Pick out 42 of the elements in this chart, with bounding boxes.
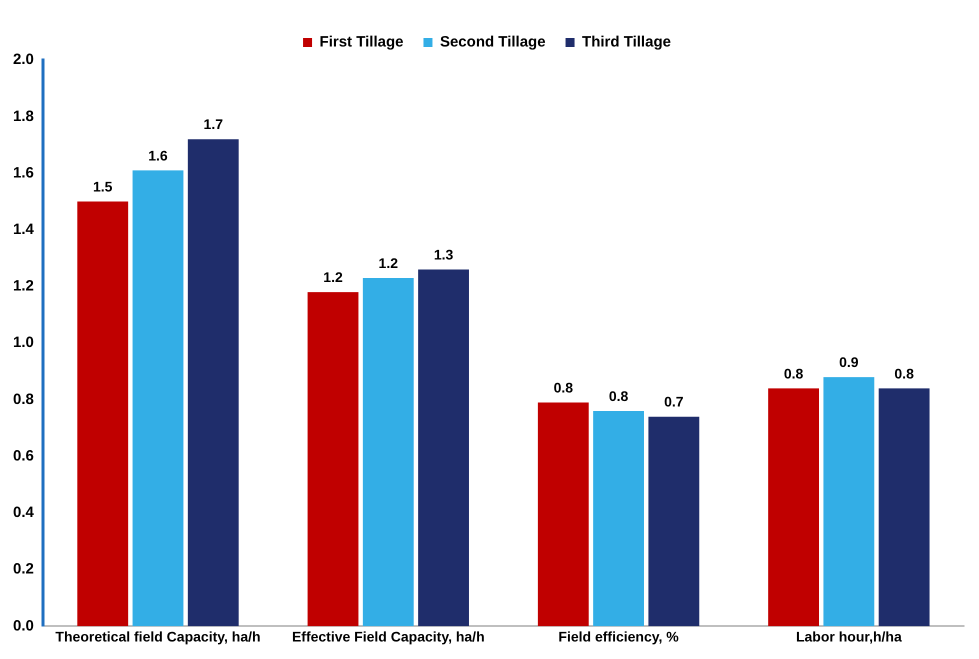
data-label: 1.3 bbox=[434, 246, 454, 262]
bar bbox=[77, 202, 128, 626]
y-tick-label: 1.4 bbox=[12, 221, 34, 238]
data-label: 0.8 bbox=[784, 365, 804, 382]
x-tick-label: Field efficiency, % bbox=[558, 628, 680, 644]
data-label: 1.2 bbox=[323, 269, 343, 285]
bar bbox=[768, 388, 820, 626]
bar bbox=[132, 170, 184, 626]
y-tick-label: 0.4 bbox=[12, 504, 34, 522]
x-tick-label: Labor hour,h/ha bbox=[796, 628, 902, 644]
y-tick-label: 2.0 bbox=[12, 51, 34, 68]
data-label: 0.8 bbox=[894, 365, 914, 382]
data-label: 1.7 bbox=[204, 116, 224, 132]
data-label: 0.9 bbox=[839, 354, 859, 370]
y-tick-label: 1.6 bbox=[12, 164, 34, 182]
bar bbox=[362, 278, 414, 626]
bar bbox=[538, 402, 589, 626]
data-label: 0.7 bbox=[664, 394, 684, 410]
legend-label: Second Tillage bbox=[440, 34, 546, 51]
data-label: 0.8 bbox=[608, 388, 629, 404]
y-tick-label: 0.2 bbox=[12, 560, 34, 578]
y-tick-label: 0.6 bbox=[12, 447, 34, 464]
bar bbox=[418, 269, 469, 626]
bar bbox=[308, 292, 358, 626]
bar bbox=[188, 139, 239, 626]
data-label: 1.5 bbox=[92, 178, 113, 194]
legend-label: Third Tillage bbox=[582, 34, 671, 51]
data-label: 1.2 bbox=[378, 254, 398, 271]
y-tick-label: 0.8 bbox=[12, 390, 34, 408]
bar bbox=[648, 416, 700, 626]
y-tick-label: 0.0 bbox=[12, 617, 34, 634]
y-tick-label: 1.8 bbox=[12, 108, 34, 125]
y-tick-label: 1.0 bbox=[12, 334, 34, 352]
y-tick-label: 1.2 bbox=[12, 278, 34, 295]
bar bbox=[593, 411, 644, 626]
bar bbox=[878, 388, 930, 626]
data-label: 0.8 bbox=[554, 379, 574, 396]
data-label: 1.6 bbox=[148, 147, 168, 164]
x-tick-label: Theoretical field Capacity, ha/h bbox=[55, 628, 261, 644]
legend-label: First Tillage bbox=[320, 34, 404, 51]
bar bbox=[823, 377, 874, 626]
x-tick-label: Effective Field Capacity, ha/h bbox=[292, 628, 485, 644]
